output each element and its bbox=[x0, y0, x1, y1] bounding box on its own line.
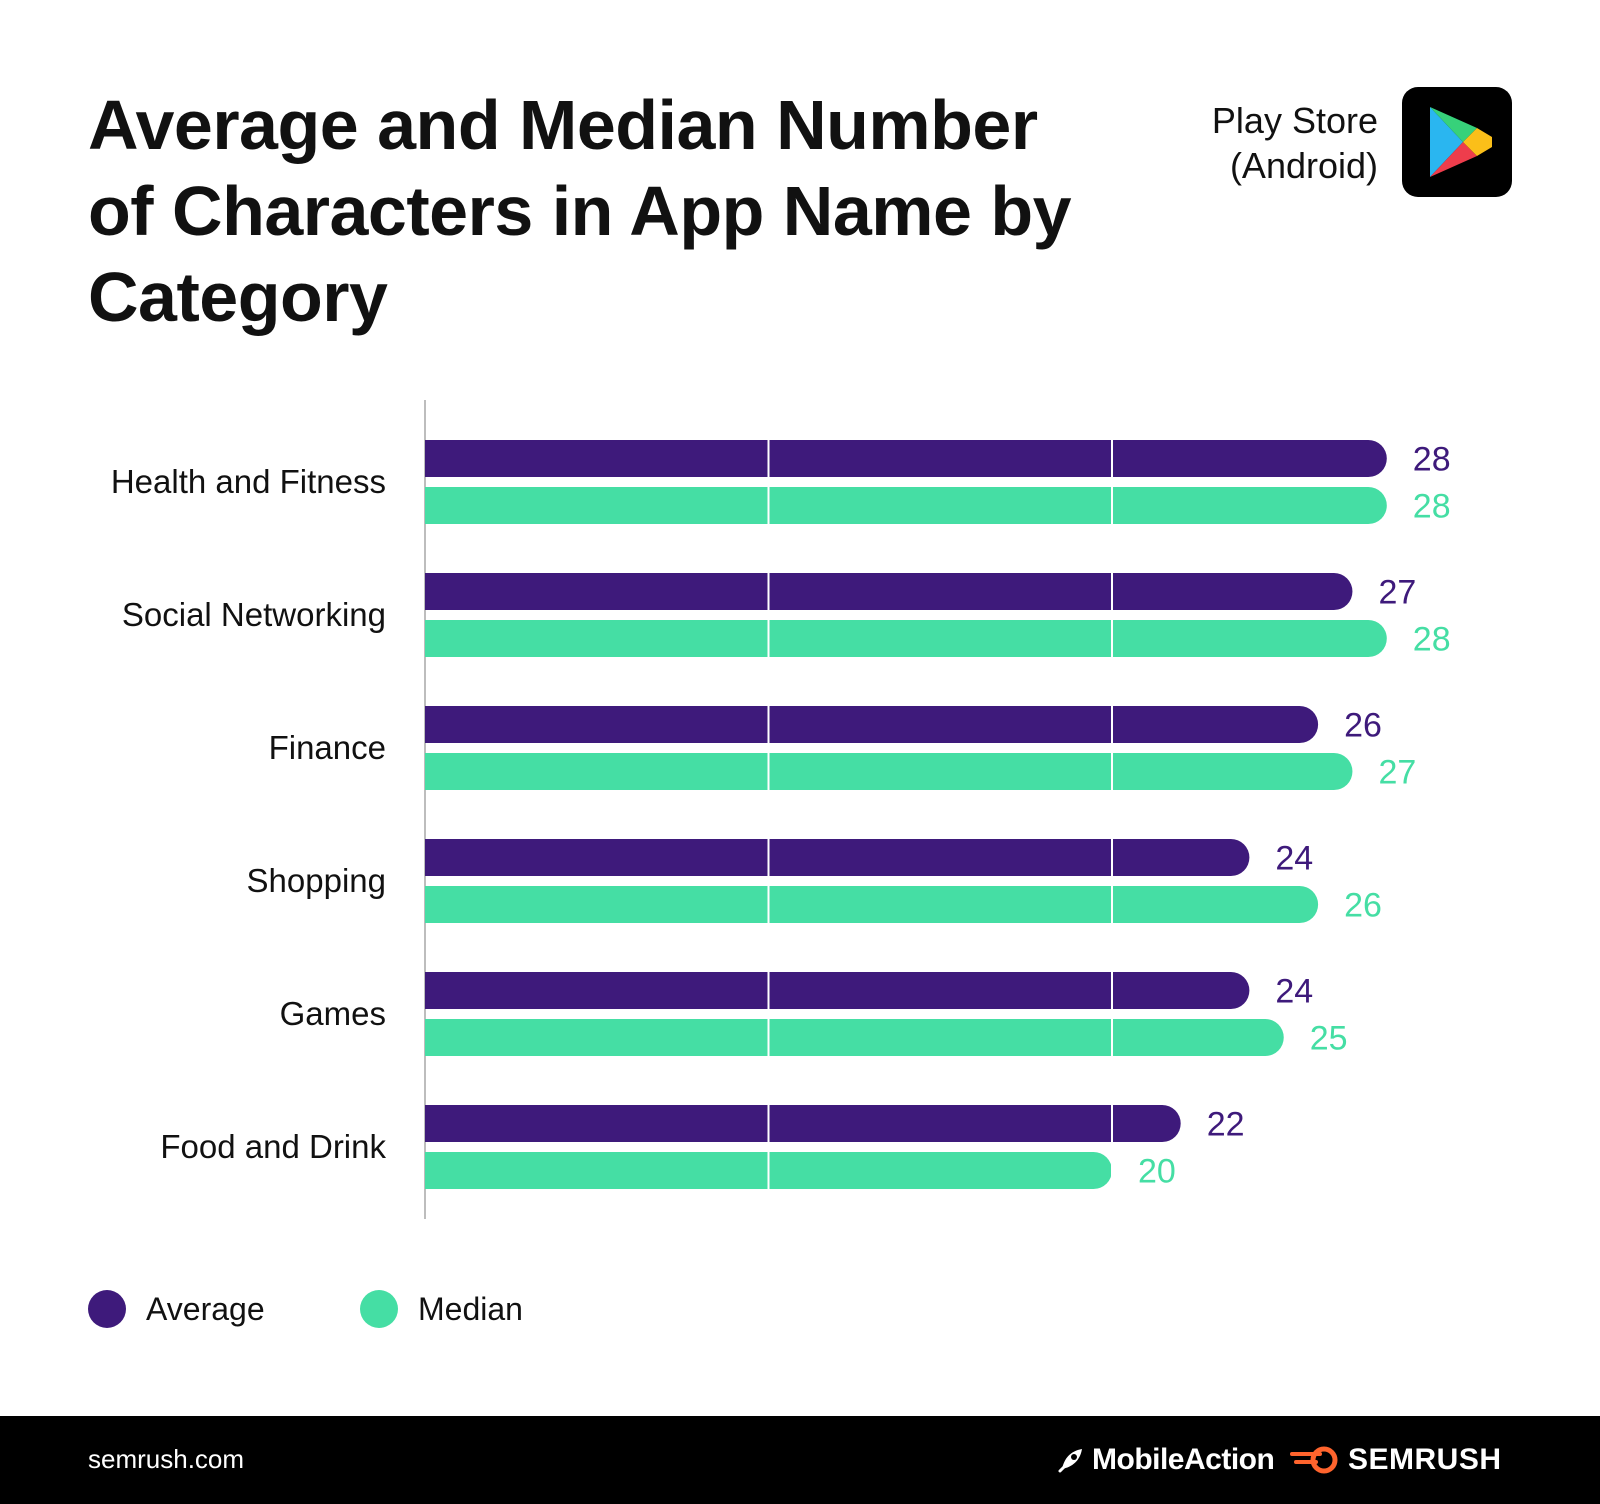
median-value-label: 20 bbox=[1138, 1153, 1176, 1191]
average-value-label: 22 bbox=[1207, 1106, 1245, 1144]
median-value-label: 28 bbox=[1413, 488, 1451, 526]
median-bar bbox=[425, 753, 1353, 790]
labels-layer: Health and Fitness 28 28 Social Networking 2… bbox=[111, 441, 1451, 1191]
mobileaction-logo: MobileAction bbox=[1056, 1440, 1275, 1480]
category-label: Games bbox=[280, 995, 386, 1032]
rocket-icon bbox=[1058, 1449, 1082, 1473]
average-bar bbox=[425, 1105, 1181, 1142]
chart-title: Average and Median Number of Characters … bbox=[88, 86, 1072, 336]
average-value-label: 24 bbox=[1275, 840, 1313, 878]
average-bar bbox=[425, 839, 1250, 876]
average-bar bbox=[425, 706, 1319, 743]
median-value-label: 25 bbox=[1310, 1020, 1348, 1058]
category-label: Social Networking bbox=[122, 596, 386, 633]
average-value-label: 28 bbox=[1413, 441, 1451, 479]
semrush-logo: SEMRUSH bbox=[1290, 1440, 1502, 1480]
semrush-wordmark: SEMRUSH bbox=[1348, 1443, 1502, 1476]
semrush-flame-icon bbox=[1290, 1446, 1338, 1474]
bar-chart: Health and Fitness 28 28 Social Networking 2… bbox=[111, 400, 1451, 1219]
average-value-label: 24 bbox=[1275, 973, 1313, 1011]
legend-average: Average bbox=[88, 1290, 265, 1328]
platform-os: (Android) bbox=[1229, 145, 1378, 186]
median-bar bbox=[425, 487, 1387, 524]
category-label: Health and Fitness bbox=[111, 463, 386, 500]
legend-average-swatch bbox=[88, 1290, 126, 1328]
chart-legend: Average Median bbox=[0, 1290, 1600, 1334]
bars-layer bbox=[425, 440, 1387, 1189]
average-bar bbox=[425, 573, 1353, 610]
median-value-label: 27 bbox=[1378, 754, 1416, 792]
legend-median-label: Median bbox=[418, 1290, 523, 1327]
platform-name: Play Store bbox=[1211, 100, 1378, 141]
platform-label: Play Store (Android) bbox=[1212, 98, 1378, 188]
legend-median: Median bbox=[360, 1290, 523, 1328]
google-play-icon bbox=[1402, 87, 1512, 197]
average-value-label: 26 bbox=[1344, 707, 1382, 745]
category-label: Finance bbox=[269, 729, 386, 766]
mobileaction-wordmark: MobileAction bbox=[1092, 1443, 1275, 1476]
footer: semrush.com MobileAction SEMRUSH bbox=[0, 1416, 1600, 1504]
median-bar bbox=[425, 886, 1319, 923]
category-label: Shopping bbox=[247, 862, 386, 899]
footer-site-link[interactable]: semrush.com bbox=[88, 1444, 245, 1474]
median-bar bbox=[425, 620, 1387, 657]
legend-average-label: Average bbox=[146, 1290, 265, 1327]
average-value-label: 27 bbox=[1378, 574, 1416, 612]
median-bar bbox=[425, 1019, 1284, 1056]
average-bar bbox=[425, 440, 1387, 477]
median-value-label: 28 bbox=[1413, 621, 1451, 659]
median-value-label: 26 bbox=[1344, 887, 1382, 925]
category-label: Food and Drink bbox=[160, 1128, 386, 1165]
legend-median-swatch bbox=[360, 1290, 398, 1328]
average-bar bbox=[425, 972, 1250, 1009]
